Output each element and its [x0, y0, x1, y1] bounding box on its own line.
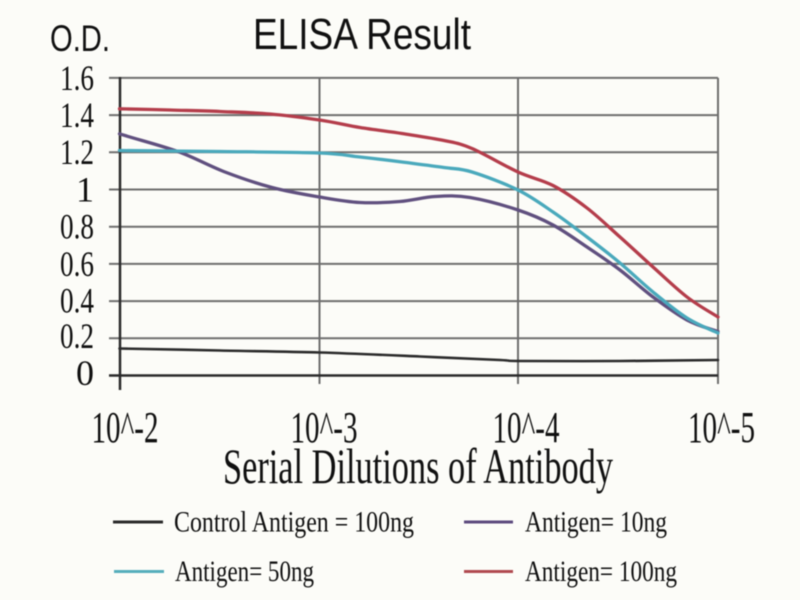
svg-text:Antigen= 10ng: Antigen= 10ng	[525, 506, 667, 539]
svg-text:0.2: 0.2	[60, 316, 94, 356]
svg-text:0: 0	[76, 353, 94, 393]
svg-text:10^-2: 10^-2	[92, 403, 159, 452]
svg-text:0.8: 0.8	[60, 207, 94, 247]
svg-text:Serial Dilutions of Antibody: Serial Dilutions of Antibody	[223, 438, 613, 494]
svg-text:O.D.: O.D.	[50, 18, 110, 59]
svg-text:1: 1	[76, 170, 94, 210]
svg-text:Antigen= 50ng: Antigen= 50ng	[175, 555, 314, 588]
svg-text:10^-5: 10^-5	[688, 403, 755, 452]
svg-text:1.4: 1.4	[60, 95, 94, 135]
svg-text:ELISA Result: ELISA Result	[253, 10, 471, 59]
svg-text:1.6: 1.6	[60, 58, 94, 98]
svg-text:1.2: 1.2	[60, 132, 94, 172]
svg-text:Antigen= 100ng: Antigen= 100ng	[525, 555, 677, 588]
svg-text:10^-4: 10^-4	[493, 403, 560, 452]
svg-text:0.4: 0.4	[60, 281, 94, 321]
svg-text:Control Antigen = 100ng: Control Antigen = 100ng	[174, 506, 414, 539]
svg-text:10^-3: 10^-3	[291, 403, 358, 452]
svg-text:0.6: 0.6	[60, 244, 94, 284]
